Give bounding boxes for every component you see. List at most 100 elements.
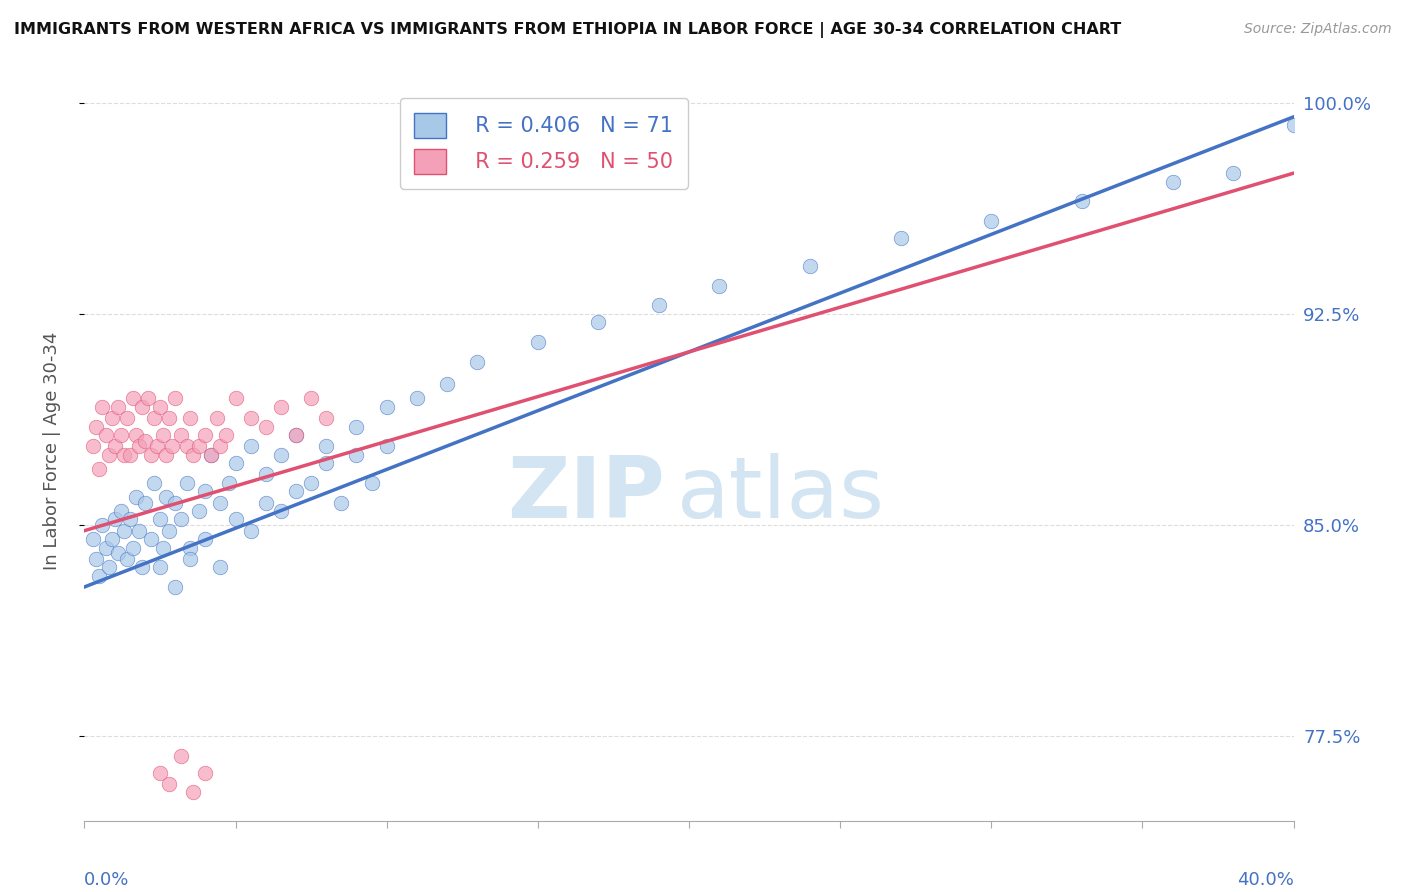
Point [112,448,135,462]
Point [100,411,122,425]
Point [709,278,731,293]
Point [115,411,138,425]
Point [375,400,398,414]
Point [315,411,337,425]
Point [125,490,148,504]
Point [142,475,165,490]
Point [270,504,292,518]
Point [194,765,217,780]
Point [299,475,322,490]
Point [890,231,912,245]
Text: atlas: atlas [676,453,884,536]
Point [315,456,337,470]
Point [209,495,232,509]
Point [179,552,201,566]
Point [270,400,292,414]
Point [157,411,180,425]
Text: IMMIGRANTS FROM WESTERN AFRICA VS IMMIGRANTS FROM ETHIOPIA IN LABOR FORCE | AGE : IMMIGRANTS FROM WESTERN AFRICA VS IMMIGR… [14,22,1122,38]
Point [176,439,198,453]
Point [170,428,193,442]
Point [170,748,193,763]
Point [170,512,193,526]
Point [346,448,368,462]
Point [207,411,229,425]
Point [799,259,821,273]
Point [89,568,111,582]
Point [375,439,398,453]
Point [360,475,382,490]
Point [139,532,162,546]
Point [1222,166,1244,180]
Point [157,777,180,791]
Point [86,552,108,566]
Point [648,298,671,312]
Point [254,467,277,482]
Point [110,428,132,442]
Point [467,355,489,369]
Point [157,524,180,538]
Point [100,532,122,546]
Point [155,490,177,504]
Point [146,439,169,453]
Point [110,504,132,518]
Point [97,560,120,574]
Point [131,400,153,414]
Point [160,439,183,453]
Point [406,392,429,406]
Point [980,214,1002,228]
Point [94,428,117,442]
Point [134,434,156,448]
Point [107,400,129,414]
Point [104,439,127,453]
Point [165,580,187,594]
Point [94,541,117,555]
Point [346,419,368,434]
Point [188,504,211,518]
Point [215,428,238,442]
Point [118,448,141,462]
Point [181,448,204,462]
Point [115,552,138,566]
Point [121,541,143,555]
Y-axis label: In Labor Force | Age 30-34: In Labor Force | Age 30-34 [42,331,60,570]
Text: 40.0%: 40.0% [1237,871,1294,889]
Point [218,475,240,490]
Point [527,334,550,349]
Point [1282,118,1305,132]
Point [128,524,150,538]
Point [200,448,222,462]
Point [149,400,172,414]
Point [134,495,156,509]
Point [139,448,162,462]
Point [149,560,172,574]
Point [194,532,217,546]
Point [209,439,232,453]
Point [165,392,187,406]
Point [188,439,211,453]
Point [225,456,247,470]
Point [254,495,277,509]
Text: Source: ZipAtlas.com: Source: ZipAtlas.com [1244,22,1392,37]
Point [91,518,114,533]
Point [285,428,308,442]
Point [82,439,104,453]
Point [179,411,201,425]
Point [239,439,262,453]
Point [97,448,120,462]
Point [239,411,262,425]
Point [165,495,187,509]
Point [270,448,292,462]
Legend:   R = 0.406   N = 71,   R = 0.259   N = 50: R = 0.406 N = 71, R = 0.259 N = 50 [399,98,688,188]
Point [1071,194,1094,209]
Point [194,484,217,499]
Point [128,439,150,453]
Point [91,400,114,414]
Point [436,377,458,392]
Point [152,541,174,555]
Point [155,448,177,462]
Point [104,512,127,526]
Point [136,392,159,406]
Point [107,546,129,560]
Point [125,428,148,442]
Point [149,512,172,526]
